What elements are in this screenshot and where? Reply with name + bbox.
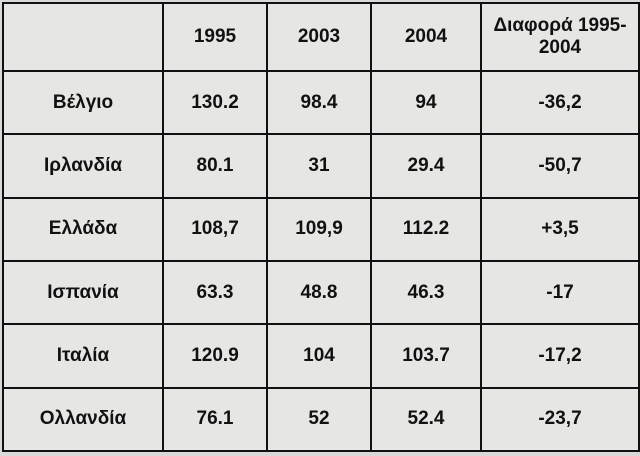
cell: -23,7 [480,386,640,453]
cell: -17 [480,259,640,326]
header-row: 1995 2003 2004 Διαφορά 1995-2004 [2,2,640,72]
row-label: Βέλγιο [2,69,164,136]
column-header: 1995 [162,2,268,72]
cell: 98.4 [266,69,372,136]
table-row: Ολλανδία 76.1 52 52.4 -23,7 [2,386,640,453]
column-header: 2003 [266,2,372,72]
cell: -17,2 [480,323,640,389]
table-row: Ελλάδα 108,7 109,9 112.2 +3,5 [2,196,640,262]
cell: 80.1 [162,133,268,199]
cell: 52 [266,386,372,453]
row-label: Ελλάδα [2,196,164,262]
cell: 112.2 [370,196,482,262]
cell: 29.4 [370,133,482,199]
column-header: Διαφορά 1995-2004 [480,2,640,72]
cell: -50,7 [480,133,640,199]
cell: 31 [266,133,372,199]
row-label: Ισπανία [2,259,164,326]
cell: 52.4 [370,386,482,453]
cell: 46.3 [370,259,482,326]
cell: 63.3 [162,259,268,326]
cell: 103.7 [370,323,482,389]
table-row: Βέλγιο 130.2 98.4 94 -36,2 [2,69,640,136]
corner-cell [2,2,164,72]
table-row: Ιταλία 120.9 104 103.7 -17,2 [2,323,640,389]
cell: 76.1 [162,386,268,453]
cell: 104 [266,323,372,389]
table-row: Ισπανία 63.3 48.8 46.3 -17 [2,259,640,326]
cell: 94 [370,69,482,136]
cell: -36,2 [480,69,640,136]
row-label: Ολλανδία [2,386,164,453]
column-header: 2004 [370,2,482,72]
table-body: Βέλγιο 130.2 98.4 94 -36,2 Ιρλανδία 80.1 31 29.4… [2,69,640,453]
cell: 109,9 [266,196,372,262]
cell: 120.9 [162,323,268,389]
row-label: Ιρλανδία [2,133,164,199]
cell: 48.8 [266,259,372,326]
cell: +3,5 [480,196,640,262]
cell: 130.2 [162,69,268,136]
row-label: Ιταλία [2,323,164,389]
cell: 108,7 [162,196,268,262]
table-row: Ιρλανδία 80.1 31 29.4 -50,7 [2,133,640,199]
